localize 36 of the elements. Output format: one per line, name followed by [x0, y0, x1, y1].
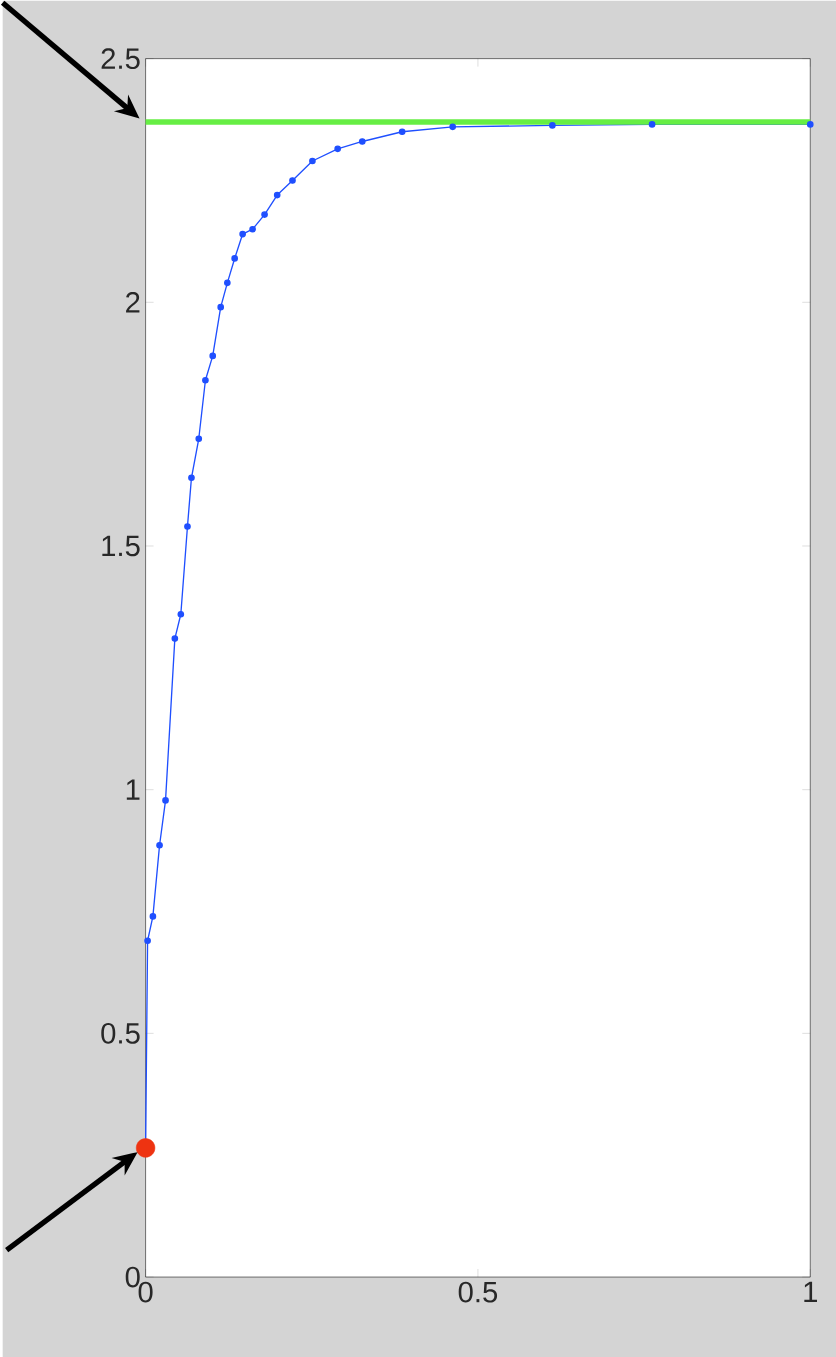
point	[648, 121, 656, 128]
point	[135, 1138, 156, 1158]
point	[217, 303, 224, 311]
point	[184, 523, 191, 530]
point	[177, 610, 185, 618]
point	[195, 435, 202, 443]
point	[334, 145, 341, 153]
point	[806, 121, 814, 128]
point	[231, 255, 238, 262]
point	[249, 225, 256, 233]
y-tick-label: 2	[125, 292, 140, 313]
point	[144, 937, 151, 945]
y-tick-label: 0	[125, 1266, 140, 1288]
point	[548, 122, 556, 129]
y-tick-label: 0.5	[101, 1022, 140, 1044]
x-tick-label: 0.5	[458, 1281, 497, 1303]
point	[308, 157, 316, 165]
point	[201, 376, 209, 384]
point	[162, 797, 169, 804]
point	[273, 191, 281, 199]
point	[449, 123, 456, 131]
point	[398, 128, 406, 136]
point	[223, 279, 231, 287]
point	[358, 138, 366, 145]
y-tick-label: 2.5	[101, 48, 140, 70]
x-tick-label: 1	[804, 1281, 817, 1302]
point	[188, 474, 195, 482]
point	[171, 635, 179, 642]
y-tick-label: 1	[126, 779, 140, 800]
point	[239, 230, 246, 238]
point	[156, 841, 163, 849]
point	[209, 352, 216, 360]
y-tick-label: 1.5	[102, 535, 140, 557]
point	[261, 211, 268, 218]
point	[149, 913, 157, 920]
point	[289, 177, 296, 184]
